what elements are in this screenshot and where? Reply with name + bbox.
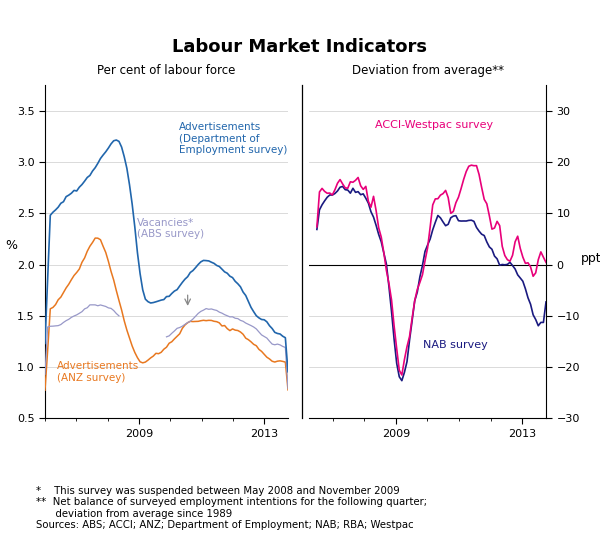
Text: Vacancies*
(ABS survey): Vacancies* (ABS survey) [137,217,205,239]
Y-axis label: ppt: ppt [581,252,600,265]
Text: Deviation from average**: Deviation from average** [352,64,503,77]
Text: Advertisements
(ANZ survey): Advertisements (ANZ survey) [57,361,139,383]
Y-axis label: %: % [5,239,17,252]
Text: Advertisements
(Department of
Employment survey): Advertisements (Department of Employment… [179,122,287,155]
Text: ACCI-Westpac survey: ACCI-Westpac survey [376,120,493,130]
Text: Per cent of labour force: Per cent of labour force [97,64,236,77]
Text: *    This survey was suspended between May 2008 and November 2009
**  Net balanc: * This survey was suspended between May … [36,486,427,530]
Text: Labour Market Indicators: Labour Market Indicators [173,38,427,56]
Text: NAB survey: NAB survey [423,340,488,350]
